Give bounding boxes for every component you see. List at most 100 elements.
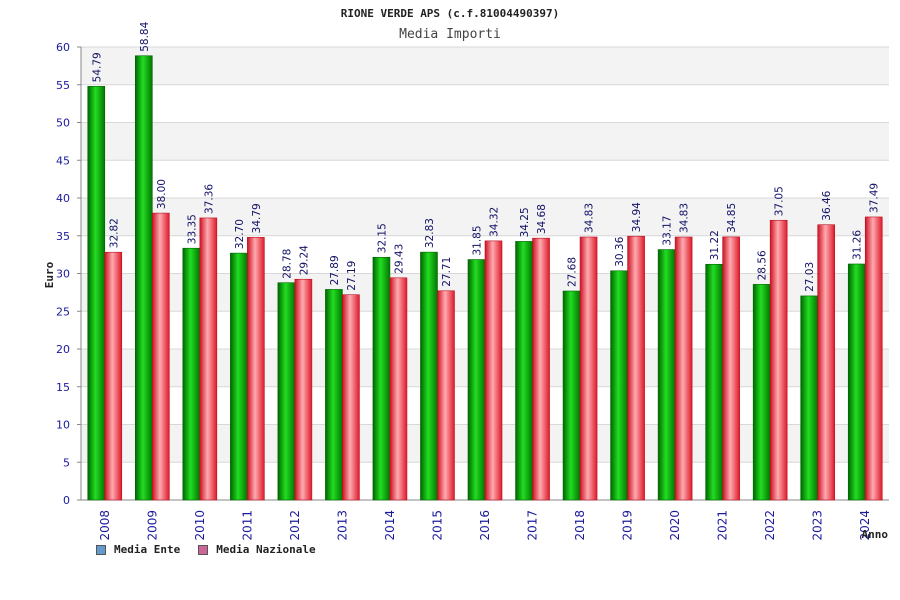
bar-media-nazionale-2009 <box>151 212 170 501</box>
x-tick-label: 2013 <box>335 510 349 541</box>
data-label: 33.17 <box>662 216 674 246</box>
x-tick-label: 2019 <box>621 510 635 541</box>
x-tick-label: 2009 <box>145 510 159 541</box>
bar-media-ente-2024 <box>847 263 866 501</box>
bar-media-ente-2009 <box>134 55 153 501</box>
y-tick-label: 15 <box>56 381 70 394</box>
x-axis-label: Anno <box>862 528 889 541</box>
bar-media-nazionale-2020 <box>674 236 693 501</box>
bars <box>87 55 883 501</box>
bar-media-ente-2015 <box>420 251 438 501</box>
bar-media-ente-2019 <box>610 270 628 501</box>
data-label: 34.68 <box>536 204 548 234</box>
bar-media-ente-2018 <box>562 290 581 501</box>
y-tick-label: 5 <box>63 456 70 469</box>
bar-media-nazionale-2011 <box>247 237 265 501</box>
data-label: 29.24 <box>298 245 310 275</box>
bar-media-nazionale-2021 <box>722 236 740 501</box>
data-label: 29.43 <box>393 244 405 274</box>
bar-media-nazionale-2014 <box>389 277 408 501</box>
x-tick-label: 2016 <box>478 510 492 541</box>
legend-label-media-nazionale: Media Nazionale <box>216 543 316 556</box>
data-label: 32.70 <box>234 219 246 249</box>
data-label: 32.15 <box>376 223 388 253</box>
data-label: 32.82 <box>108 218 120 248</box>
bar-media-ente-2016 <box>467 259 486 501</box>
data-label: 38.00 <box>156 179 168 209</box>
bar-media-nazionale-2010 <box>199 217 218 501</box>
bar-media-ente-2012 <box>277 282 296 501</box>
x-axis-ticks: 2008 2009 2010 2011 2012 2013 2014 2015 2016 2017… <box>98 510 872 541</box>
bar-media-ente-2022 <box>752 284 771 501</box>
bar-media-ente-2023 <box>800 295 819 501</box>
legend-label-media-ente: Media Ente <box>114 543 181 556</box>
data-label: 37.05 <box>774 186 786 216</box>
plot-band <box>81 160 889 198</box>
y-tick-label: 30 <box>56 268 70 281</box>
x-tick-label: 2022 <box>763 510 777 541</box>
bar-media-nazionale-2023 <box>817 224 836 501</box>
bar-media-nazionale-2015 <box>437 290 455 501</box>
data-label: 33.35 <box>186 214 198 244</box>
bar-media-nazionale-2017 <box>532 237 550 501</box>
legend-item-media-ente: Media Ente <box>96 543 180 556</box>
legend: Media Ente Media Nazionale <box>96 543 316 556</box>
x-tick-label: 2015 <box>430 510 444 541</box>
x-tick-label: 2018 <box>573 510 587 541</box>
bar-media-nazionale-2022 <box>769 219 788 501</box>
data-label: 36.46 <box>821 190 833 220</box>
x-tick-label: 2023 <box>811 510 825 541</box>
data-label: 34.85 <box>726 203 738 233</box>
legend-swatch-media-ente <box>96 544 106 555</box>
x-tick-label: 2024 <box>858 510 872 541</box>
bar-media-nazionale-2019 <box>627 235 645 501</box>
bar-media-nazionale-2008 <box>104 251 123 501</box>
data-label: 34.25 <box>519 207 531 237</box>
data-label: 27.68 <box>567 257 579 287</box>
y-tick-label: 50 <box>56 117 70 130</box>
data-label: 34.32 <box>489 207 501 237</box>
y-tick-label: 40 <box>56 192 70 205</box>
data-label: 58.84 <box>139 21 151 51</box>
y-tick-label: 35 <box>56 230 70 243</box>
data-label: 27.71 <box>441 257 453 287</box>
data-label: 31.26 <box>852 230 864 260</box>
bar-media-ente-2021 <box>705 263 723 501</box>
bar-media-nazionale-2016 <box>484 240 503 501</box>
legend-item-media-nazionale: Media Nazionale <box>198 543 316 556</box>
y-tick-label: 55 <box>56 79 70 92</box>
data-label: 34.79 <box>251 203 263 233</box>
bar-media-nazionale-2024 <box>864 216 883 501</box>
y-tick-label: 60 <box>56 41 70 54</box>
data-label: 28.56 <box>757 250 769 280</box>
y-axis-label: Euro <box>43 261 56 288</box>
chart-title: RIONE VERDE APS (c.f.81004490397) <box>341 7 560 20</box>
y-tick-label: 0 <box>63 494 70 507</box>
data-label: 32.83 <box>424 218 436 248</box>
data-label: 37.49 <box>869 183 881 213</box>
data-label: 27.19 <box>346 261 358 291</box>
x-tick-label: 2012 <box>288 510 302 541</box>
bar-media-ente-2010 <box>182 247 201 501</box>
x-tick-label: 2010 <box>193 510 207 541</box>
bar-media-ente-2017 <box>515 241 533 501</box>
bar-media-ente-2011 <box>230 252 248 501</box>
data-label: 34.83 <box>679 203 691 233</box>
data-label: 34.94 <box>631 202 643 232</box>
data-label: 27.03 <box>804 262 816 292</box>
data-label: 30.36 <box>614 236 626 266</box>
data-label: 27.89 <box>329 255 341 285</box>
plot-band <box>81 84 889 123</box>
bar-media-ente-2020 <box>657 249 676 501</box>
bar-media-nazionale-2012 <box>294 278 313 501</box>
x-tick-label: 2021 <box>716 510 730 541</box>
y-tick-label: 45 <box>56 154 70 167</box>
y-tick-label: 25 <box>56 305 70 318</box>
bar-media-ente-2013 <box>325 289 343 501</box>
bar-media-nazionale-2013 <box>342 294 360 501</box>
plot-band <box>81 47 889 85</box>
y-tick-label: 20 <box>56 343 70 356</box>
x-tick-label: 2017 <box>526 510 540 541</box>
x-tick-label: 2020 <box>668 510 682 541</box>
